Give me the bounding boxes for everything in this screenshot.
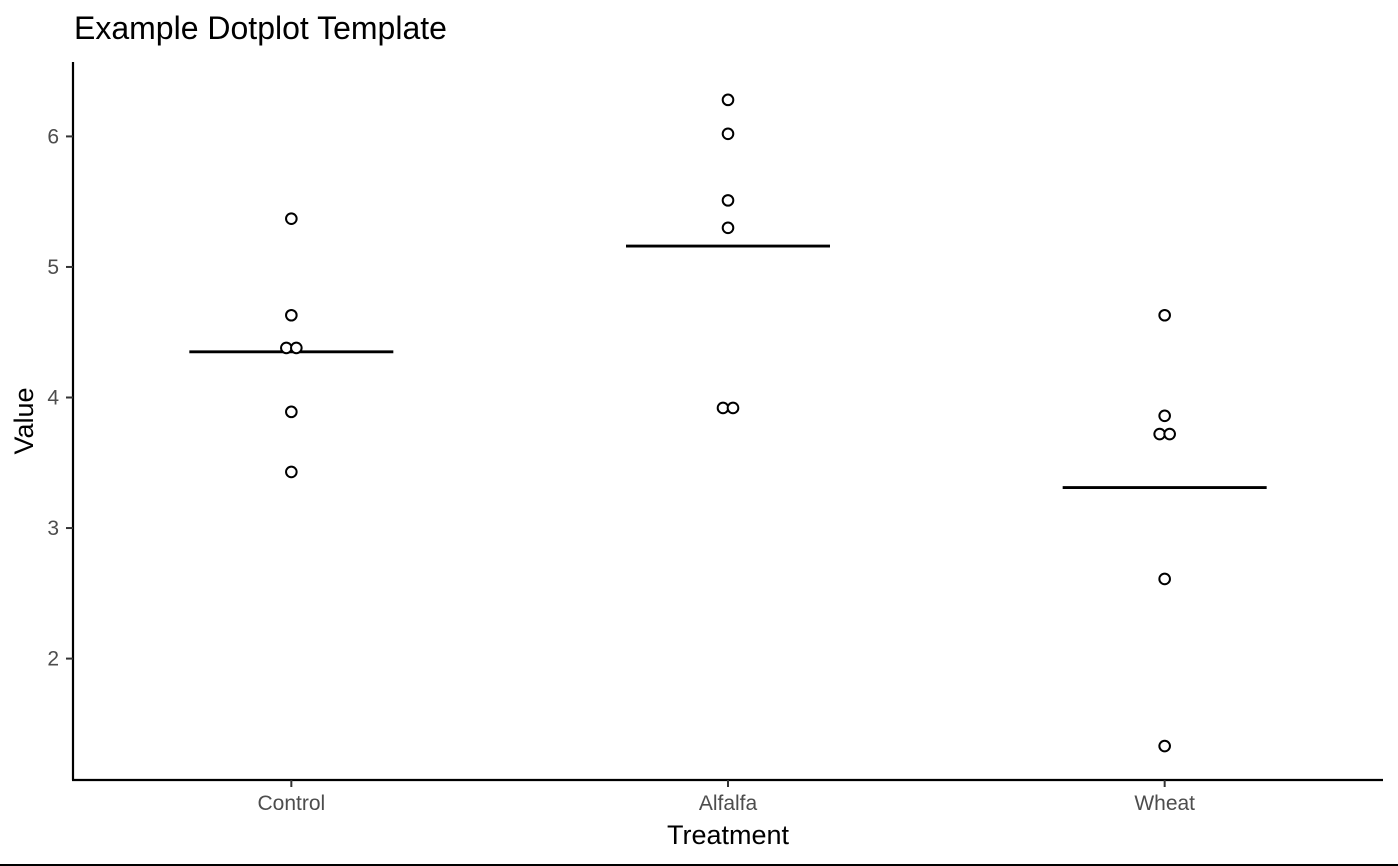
y-tick-label: 6 (47, 125, 59, 148)
data-points (280, 93, 1176, 753)
y-tick-label: 5 (47, 256, 59, 279)
x-tick-label: Alfalfa (699, 792, 758, 815)
data-point (1158, 308, 1171, 322)
x-tick-label: Wheat (1134, 792, 1195, 815)
data-point (1163, 427, 1176, 441)
data-point (285, 212, 298, 225)
data-point (1158, 739, 1171, 753)
data-point (726, 401, 740, 415)
data-point (285, 465, 298, 479)
data-point (1158, 572, 1171, 586)
chart-title: Example Dotplot Template (74, 10, 447, 46)
y-tick-label: 4 (47, 387, 59, 410)
y-axis-title: Value (9, 387, 39, 454)
x-axis-ticks: Control Alfalfa Wheat (257, 780, 1195, 815)
data-point (1158, 409, 1171, 423)
y-tick-label: 3 (47, 517, 59, 540)
data-point (290, 341, 303, 355)
data-point (721, 221, 735, 235)
data-point (285, 405, 298, 419)
bottom-border (0, 864, 1398, 866)
x-tick-label: Control (257, 792, 325, 815)
data-point (721, 127, 735, 141)
data-point (721, 194, 735, 207)
y-axis-ticks: 2 3 4 5 6 (47, 125, 73, 671)
data-point (285, 308, 298, 322)
data-point (721, 93, 735, 107)
y-tick-label: 2 (47, 648, 59, 671)
mean-lines (189, 244, 1267, 489)
x-axis-title: Treatment (667, 820, 790, 850)
